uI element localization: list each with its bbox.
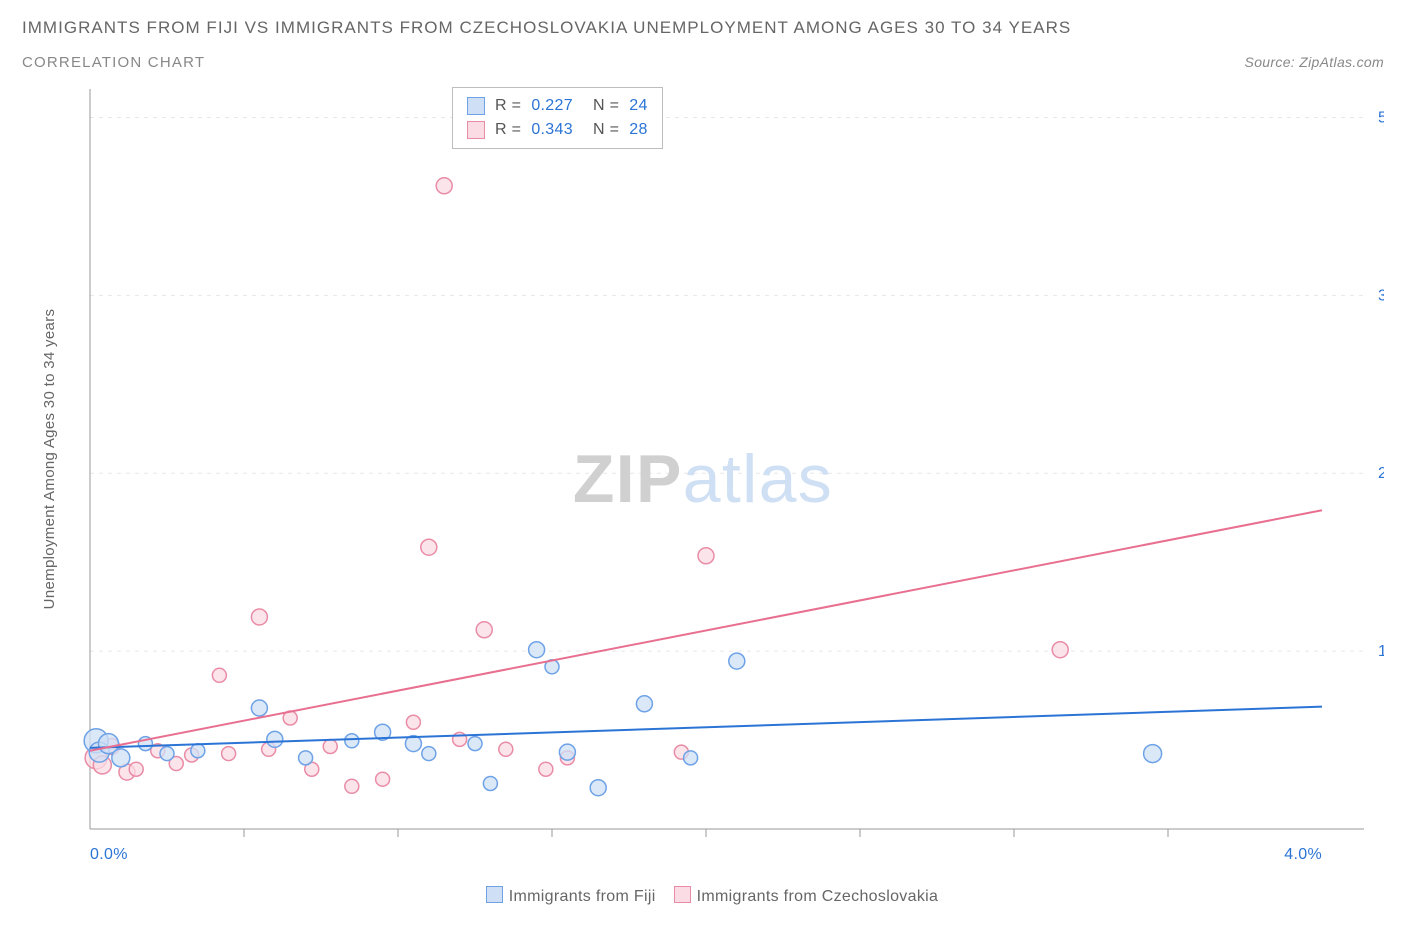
y-tick-label: 37.5% [1378, 287, 1384, 304]
legend-label: Immigrants from Fiji [509, 888, 656, 905]
data-point [422, 747, 436, 761]
data-point [483, 776, 497, 790]
data-point [468, 737, 482, 751]
data-point [421, 539, 437, 555]
legend-label: Immigrants from Czechoslovakia [697, 888, 939, 905]
data-point [1052, 642, 1068, 658]
r-value: 0.343 [531, 118, 573, 142]
data-point [267, 731, 283, 747]
series-legend: Immigrants from Fiji Immigrants from Czec… [0, 886, 1406, 906]
data-point [345, 734, 359, 748]
data-point [345, 779, 359, 793]
data-point [222, 747, 236, 761]
data-point [636, 696, 652, 712]
data-point [1144, 745, 1162, 763]
data-point [539, 762, 553, 776]
chart-container: 0.0% 4.0% 12.5% 25.0% 37.5% 50.0% Unemployment… [22, 85, 1384, 880]
x-tick-label: 4.0% [1284, 846, 1322, 863]
data-point [251, 700, 267, 716]
data-point [406, 715, 420, 729]
trend-line [90, 707, 1322, 748]
data-point [698, 548, 714, 564]
r-value: 0.227 [531, 94, 573, 118]
data-point [323, 739, 337, 753]
n-value: 24 [629, 94, 647, 118]
legend-swatch [467, 121, 485, 139]
source-name: ZipAtlas.com [1299, 54, 1384, 70]
data-point [191, 744, 205, 758]
data-point [529, 642, 545, 658]
stats-row: R = 0.227 N = 24 [467, 94, 648, 118]
n-label: N = [593, 118, 619, 142]
source-attribution: Source: ZipAtlas.com [1245, 54, 1384, 70]
data-point [684, 751, 698, 765]
legend-swatch [467, 97, 485, 115]
data-point [160, 747, 174, 761]
data-point [212, 668, 226, 682]
y-tick-label: 25.0% [1378, 465, 1384, 482]
legend-swatch [674, 886, 691, 903]
stats-legend-box: R = 0.227 N = 24 R = 0.343 N = 28 [452, 87, 663, 149]
trend-line [90, 510, 1322, 751]
legend-swatch [486, 886, 503, 903]
data-point [129, 762, 143, 776]
data-point [499, 742, 513, 756]
n-label: N = [593, 94, 619, 118]
data-point [590, 780, 606, 796]
data-point [436, 178, 452, 194]
data-point [376, 772, 390, 786]
stats-row: R = 0.343 N = 28 [467, 118, 648, 142]
data-point [299, 751, 313, 765]
r-label: R = [495, 118, 521, 142]
y-axis-label: Unemployment Among Ages 30 to 34 years [41, 309, 58, 610]
data-point [729, 653, 745, 669]
data-point [476, 622, 492, 638]
chart-title: IMMIGRANTS FROM FIJI VS IMMIGRANTS FROM … [22, 18, 1384, 38]
chart-subtitle: CORRELATION CHART [22, 54, 205, 71]
y-tick-label: 50.0% [1378, 109, 1384, 126]
correlation-scatter-chart: 0.0% 4.0% 12.5% 25.0% 37.5% 50.0% Unemployment… [22, 85, 1384, 875]
source-prefix: Source: [1245, 54, 1300, 70]
data-point [251, 609, 267, 625]
data-point [559, 744, 575, 760]
r-label: R = [495, 94, 521, 118]
data-point [112, 749, 130, 767]
n-value: 28 [629, 118, 647, 142]
y-tick-label: 12.5% [1378, 643, 1384, 660]
x-tick-label: 0.0% [90, 846, 128, 863]
